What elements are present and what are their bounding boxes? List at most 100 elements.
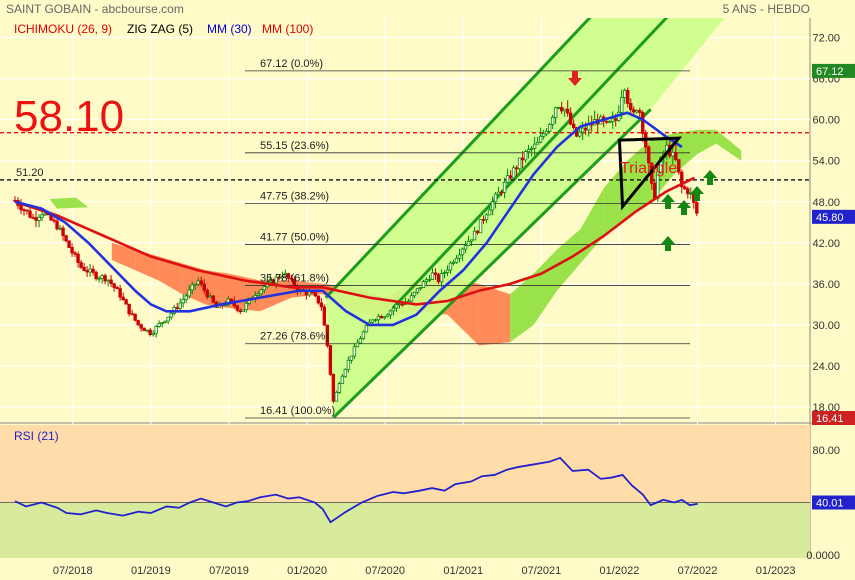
candle-body [460, 248, 465, 256]
candle-body [502, 181, 507, 193]
candle-body [337, 383, 342, 393]
candle-body [442, 272, 447, 274]
candle-body [79, 262, 83, 268]
x-tick-label: 01/2022 [600, 565, 640, 577]
y-tick-label: 60.00 [812, 115, 840, 127]
candle-body [647, 146, 651, 164]
candle-body [121, 296, 125, 301]
candle-body [626, 90, 630, 104]
candle-body [364, 325, 369, 333]
candle-body [82, 266, 86, 271]
candle-body [181, 299, 185, 304]
candle-body [190, 284, 194, 291]
candle-body [635, 110, 639, 113]
candle-body [157, 323, 161, 327]
candle-body [91, 268, 95, 273]
candle-body [55, 220, 59, 230]
candle-body [397, 303, 402, 306]
candle-body [43, 213, 47, 216]
candle-body [641, 112, 645, 134]
bull-channel-fill [325, 18, 725, 418]
candle-body [199, 280, 203, 285]
ma30-line [14, 111, 683, 327]
x-tick-label: 01/2019 [131, 565, 171, 577]
candle-body [115, 287, 119, 290]
candle-body [34, 217, 38, 221]
candle-body [202, 283, 206, 291]
candle-body [178, 302, 182, 309]
candle-body [184, 295, 188, 300]
rsi-line [14, 456, 698, 524]
candle-body [160, 322, 164, 324]
candle-body [421, 281, 426, 288]
candle-body [505, 175, 510, 183]
candle-body [328, 345, 333, 375]
ichimoku-cloud-segment [205, 270, 229, 308]
candle-body [19, 205, 23, 211]
candle-body [262, 286, 266, 291]
candle-body [109, 279, 113, 285]
x-tick-label: 07/2018 [53, 565, 93, 577]
price-tag [812, 63, 855, 78]
candle-body [475, 230, 480, 234]
candle-body [469, 239, 474, 242]
candle-body [73, 252, 77, 255]
candle-body [373, 319, 378, 322]
candle-body [76, 253, 80, 263]
price-tag-label: 16.41 [816, 413, 844, 425]
fibonacci-level-label: 27.26 (78.6%) [260, 331, 329, 343]
rsi-overbought-zone [0, 425, 810, 503]
candle-body [25, 209, 29, 212]
candle-body [151, 332, 155, 336]
candle-body [235, 305, 239, 311]
rsi-value-tag [812, 495, 855, 510]
candle-body [310, 291, 315, 294]
rsi-tick-label: 80.00 [812, 445, 840, 457]
candle-body [379, 315, 384, 319]
candle-body [244, 302, 248, 311]
x-tick-label: 01/2023 [756, 565, 796, 577]
candle-body [463, 245, 468, 250]
candle-body [136, 319, 140, 326]
candle-body [427, 279, 432, 281]
x-tick-label: 07/2020 [365, 565, 405, 577]
candle-body [409, 295, 414, 302]
candle-body [88, 268, 92, 273]
candle-body [31, 216, 35, 219]
buy-arrow [661, 194, 675, 209]
candle-body [568, 112, 573, 125]
ichimoku-cloud-segment [158, 256, 183, 295]
rsi-oversold-zone [0, 502, 810, 558]
candle-body [484, 214, 489, 221]
price-tag-label: 67.12 [816, 66, 844, 78]
fibonacci-level-label: 55.15 (23.6%) [260, 140, 329, 152]
candle-body [457, 254, 462, 259]
candle-body [430, 272, 435, 280]
fibonacci-level-label: 67.12 (0.0%) [260, 58, 323, 70]
candle-body [620, 97, 624, 113]
candle-body [145, 329, 149, 332]
fibonacci-level-label: 47.75 (38.2%) [260, 190, 329, 202]
candle-body [394, 304, 399, 309]
candle-body [677, 159, 681, 173]
candle-body [517, 157, 522, 170]
candle-body [559, 107, 564, 112]
candle-body [52, 219, 56, 222]
candle-body [124, 299, 128, 305]
chart-title: SAINT GOBAIN - abcbourse.com [6, 2, 184, 16]
candle-body [166, 316, 170, 322]
candle-body [229, 298, 233, 302]
candle-body [638, 110, 642, 113]
candle-body [511, 167, 516, 179]
candle-body [544, 130, 549, 135]
candle-body [487, 209, 492, 216]
candle-body [112, 283, 116, 288]
y-tick-label: 42.00 [812, 238, 840, 250]
candle-body [277, 276, 282, 279]
candle-body [671, 152, 675, 157]
candle-body [659, 157, 663, 173]
candle-body [614, 118, 618, 121]
candle-body [490, 201, 495, 211]
candle-body [565, 108, 570, 114]
candle-body [346, 359, 351, 370]
